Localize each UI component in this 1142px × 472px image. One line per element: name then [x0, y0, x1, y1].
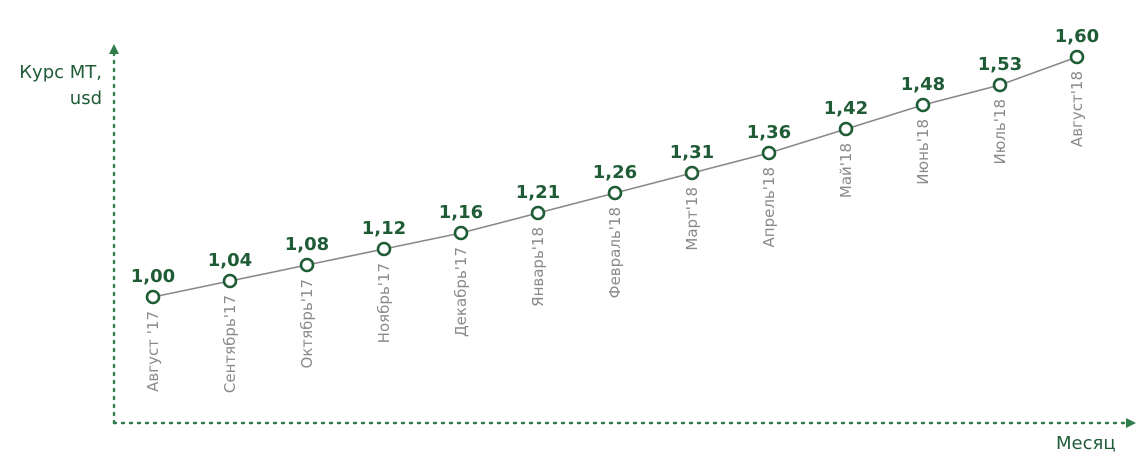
category-label: Август'18 [1068, 71, 1086, 147]
data-point [1069, 49, 1085, 65]
data-label: 1,60 [1055, 26, 1099, 47]
data-point [761, 145, 777, 161]
category-label: Апрель'18 [760, 167, 778, 247]
data-label: 1,12 [362, 218, 406, 239]
y-axis-label-line-2: usd [69, 88, 102, 109]
category-label: Февраль'18 [606, 207, 624, 298]
x-axis-arrow [1126, 418, 1136, 428]
category-label: Ноябрь'17 [375, 263, 393, 343]
data-point [145, 289, 161, 305]
data-point [453, 225, 469, 241]
data-label: 1,04 [208, 250, 252, 271]
data-label: 1,00 [131, 266, 175, 287]
data-point [530, 205, 546, 221]
data-point [376, 241, 392, 257]
data-label: 1,08 [285, 234, 329, 255]
data-label: 1,48 [901, 74, 945, 95]
x-axis-label: Месяц [1056, 433, 1116, 454]
category-label: Сентябрь'17 [221, 295, 239, 393]
category-label: Март'18 [683, 187, 701, 251]
category-label: Июнь'18 [914, 119, 932, 185]
data-point [992, 77, 1008, 93]
y-axis-label-line-1: Курс МТ, [19, 62, 102, 83]
category-label: Май'18 [837, 143, 855, 198]
chart-axes [109, 44, 1136, 428]
y-axis-label: Курс МТ, usd [0, 60, 102, 112]
data-label: 1,16 [439, 202, 483, 223]
data-point [299, 257, 315, 273]
data-label: 1,31 [670, 142, 714, 163]
category-label: Август '17 [144, 311, 162, 392]
category-label: Октябрь'17 [298, 279, 316, 368]
data-label: 1,26 [593, 162, 637, 183]
chart-labels: 1,00 1,04 1,08 1,12 1,16 1,21 1,26 1,31 1,36 1,42… [131, 26, 1099, 393]
category-label: Декабрь'17 [452, 247, 470, 337]
y-axis-arrow [109, 44, 119, 54]
data-point [684, 165, 700, 181]
data-point [607, 185, 623, 201]
data-label: 1,21 [516, 182, 560, 203]
data-label: 1,42 [824, 98, 868, 119]
category-label: Январь'18 [529, 227, 547, 307]
data-point [838, 121, 854, 137]
data-label: 1,36 [747, 122, 791, 143]
data-label: 1,53 [978, 54, 1022, 75]
chart-series [145, 49, 1085, 305]
data-point [222, 273, 238, 289]
data-point [915, 97, 931, 113]
category-label: Июль'18 [991, 99, 1009, 165]
